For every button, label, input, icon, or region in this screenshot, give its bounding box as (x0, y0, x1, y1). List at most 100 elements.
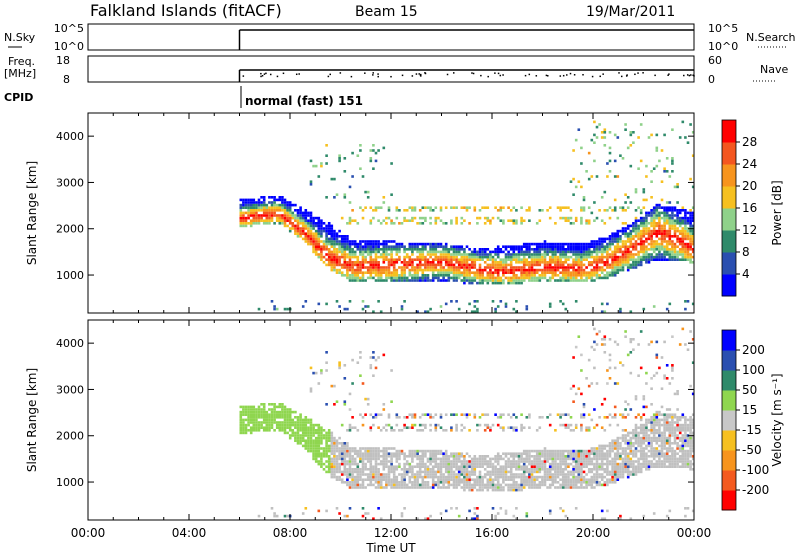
power-cell (405, 248, 409, 251)
power-cell (382, 242, 386, 246)
power-cell (309, 183, 313, 186)
power-cell (541, 242, 544, 246)
power-cell (398, 279, 401, 282)
velocity-cell (356, 361, 360, 364)
power-cell (587, 261, 591, 264)
noise-right-tick-top: 10^5 (708, 22, 738, 35)
power-cell (619, 240, 622, 243)
velocity-cell (613, 416, 617, 419)
velocity-cell (463, 475, 466, 479)
velocity-cell (528, 460, 531, 463)
power-cell (569, 266, 573, 269)
power-cell (294, 224, 297, 228)
power-cell (569, 245, 573, 248)
velocity-cell (366, 473, 370, 476)
power-cell (273, 307, 276, 311)
power-cell (447, 250, 451, 254)
velocity-cell (619, 455, 622, 458)
power-cell (390, 276, 393, 280)
velocity-cell (442, 452, 445, 455)
velocity-cell (460, 460, 464, 463)
power-cell (606, 266, 609, 269)
power-cell (325, 245, 328, 248)
velocity-cell (603, 452, 607, 455)
power-cell (509, 253, 513, 256)
velocity-cell (486, 473, 490, 476)
power-cell (426, 263, 430, 267)
power-cell (564, 261, 568, 264)
power-cell (444, 268, 448, 272)
power-cell (247, 211, 250, 215)
power-cell (639, 216, 643, 220)
power-cell (502, 266, 505, 269)
power-cell (481, 276, 484, 280)
power-cell (632, 237, 635, 241)
power-cell (450, 253, 453, 256)
velocity-cell (598, 468, 601, 471)
velocity-cell (470, 470, 474, 474)
power-cell (554, 266, 557, 269)
velocity-cell (556, 475, 560, 479)
velocity-cell (340, 452, 344, 455)
velocity-cell (616, 436, 620, 440)
power-cell (678, 211, 682, 215)
velocity-cell (330, 449, 334, 453)
power-cell (538, 255, 542, 259)
power-cell (395, 250, 399, 254)
power-cell (452, 248, 456, 251)
power-cell (585, 258, 588, 261)
power-cell (455, 219, 458, 222)
power-cell (600, 266, 604, 269)
velocity-cell (437, 475, 440, 479)
power-cell (476, 276, 479, 280)
power-cell (301, 229, 305, 233)
velocity-cell (450, 507, 453, 510)
velocity-cell (561, 413, 565, 416)
velocity-cell (343, 455, 347, 458)
power-cell (673, 229, 677, 233)
velocity-cell (385, 449, 388, 453)
velocity-cell (598, 455, 601, 458)
power-cell (577, 263, 581, 267)
power-cell (559, 255, 562, 259)
power-cell (509, 219, 513, 222)
power-cell (590, 242, 594, 246)
power-cell (460, 206, 464, 209)
velocity-cell (463, 468, 466, 471)
velocity-cell (403, 468, 406, 471)
velocity-cell (512, 483, 516, 487)
velocity-cell (255, 429, 258, 432)
power-cell (351, 276, 354, 280)
power-cell (476, 268, 479, 272)
power-cell (439, 258, 443, 261)
velocity-cell (603, 462, 607, 466)
velocity-cell (515, 462, 518, 466)
velocity-cell (390, 478, 393, 481)
power-cell (595, 242, 599, 246)
velocity-cell (561, 457, 565, 461)
velocity-cell (476, 517, 479, 520)
velocity-cell (382, 408, 386, 411)
power-cell (515, 281, 518, 285)
power-cell (361, 248, 365, 251)
velocity-cell (465, 465, 469, 468)
power-cell (580, 255, 583, 259)
velocity-cell (283, 416, 287, 419)
power-cell (455, 266, 458, 269)
power-cell (621, 266, 625, 269)
power-cell (465, 266, 469, 269)
velocity-cell (244, 405, 248, 409)
velocity-cell (361, 468, 365, 471)
velocity-cell (593, 447, 596, 450)
power-cell (270, 209, 274, 212)
power-cell (379, 206, 383, 209)
power-cell (593, 141, 596, 144)
power-cell (260, 209, 263, 212)
velocity-cell (377, 507, 380, 510)
power-cell (470, 263, 474, 267)
power-cell (686, 245, 690, 248)
power-cell (686, 222, 690, 225)
velocity-cell (494, 483, 497, 487)
velocity-cell (603, 338, 607, 341)
velocity-cell (616, 457, 620, 461)
